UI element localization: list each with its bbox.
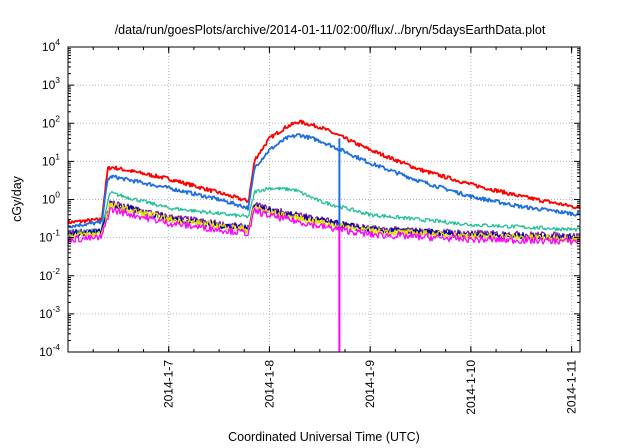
series-line — [67, 186, 581, 235]
chart-title: /data/run/goesPlots/archive/2014-01-11/0… — [115, 23, 546, 37]
x-tick-label: 2014-1-10 — [464, 360, 478, 415]
y-ticks: 10-4 10-3 10-2 10-1 100 101 102 103 104 — [39, 37, 580, 359]
series-line — [67, 133, 580, 229]
y-tick-label: 10-3 — [39, 304, 60, 321]
series-line — [67, 119, 581, 225]
y-tick-label: 10-2 — [39, 266, 60, 283]
y-tick-label: 104 — [42, 37, 60, 54]
x-ticks: 2014-1-7 2014-1-8 2014-1-9 2014-1-10 2014-1-… — [67, 47, 579, 415]
y-tick-label: 102 — [42, 113, 60, 130]
series-line — [67, 202, 581, 243]
series-layer — [67, 119, 581, 245]
x-tick-label: 2014-1-9 — [363, 360, 377, 408]
y-tick-label: 100 — [42, 190, 60, 207]
y-tick-label: 103 — [42, 75, 60, 92]
y-tick-label: 101 — [42, 151, 60, 168]
y-tick-label: 10-1 — [39, 228, 60, 245]
x-tick-label: 2014-1-7 — [162, 360, 176, 408]
y-tick-label: 10-4 — [39, 342, 60, 359]
y-axis-label: cGy/day — [10, 175, 24, 222]
x-tick-label: 2014-1-8 — [262, 360, 276, 408]
series-line — [67, 207, 581, 245]
x-tick-label: 2014-1-11 — [565, 360, 579, 414]
x-axis-label: Coordinated Universal Time (UTC) — [228, 430, 420, 444]
